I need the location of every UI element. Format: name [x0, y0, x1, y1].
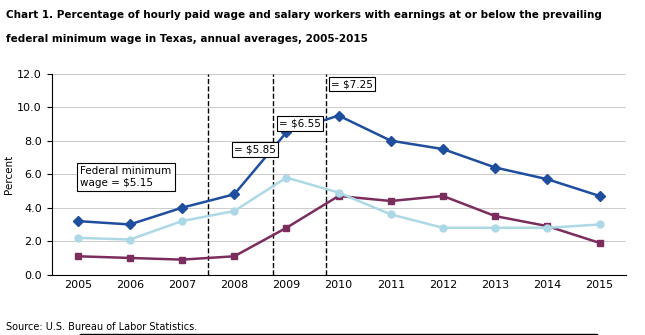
Below minimum wage	[178, 219, 186, 223]
Below minimum wage	[491, 226, 499, 230]
At minimum wage	[230, 254, 238, 258]
Below minimum wage	[335, 191, 342, 195]
At minimum wage	[596, 241, 604, 245]
At or below minimum wage	[544, 177, 551, 181]
At or below minimum wage	[596, 194, 604, 198]
At minimum wage	[283, 226, 290, 230]
At minimum wage	[178, 258, 186, 262]
At minimum wage	[439, 194, 447, 198]
Legend: At or below minimum wage, At minimum wage, Below minimum wage: At or below minimum wage, At minimum wag…	[79, 334, 599, 335]
At minimum wage	[126, 256, 134, 260]
Text: = $6.55: = $6.55	[279, 119, 321, 128]
Text: = $5.85: = $5.85	[234, 144, 276, 154]
At or below minimum wage	[74, 219, 81, 223]
Line: At or below minimum wage: At or below minimum wage	[74, 112, 603, 228]
At minimum wage	[544, 224, 551, 228]
At minimum wage	[74, 254, 81, 258]
Below minimum wage	[230, 209, 238, 213]
At minimum wage	[387, 199, 395, 203]
Below minimum wage	[283, 176, 290, 180]
Y-axis label: Percent: Percent	[5, 154, 14, 194]
Text: = $7.25: = $7.25	[331, 79, 373, 89]
Below minimum wage	[544, 226, 551, 230]
At or below minimum wage	[439, 147, 447, 151]
At or below minimum wage	[387, 139, 395, 143]
At minimum wage	[335, 194, 342, 198]
Below minimum wage	[387, 212, 395, 216]
Text: Federal minimum
wage = $5.15: Federal minimum wage = $5.15	[80, 166, 172, 188]
Below minimum wage	[439, 226, 447, 230]
Line: At minimum wage: At minimum wage	[74, 193, 603, 263]
At or below minimum wage	[230, 192, 238, 196]
At or below minimum wage	[126, 222, 134, 226]
At or below minimum wage	[491, 165, 499, 170]
At minimum wage	[491, 214, 499, 218]
At or below minimum wage	[335, 114, 342, 118]
At or below minimum wage	[283, 130, 290, 134]
Text: federal minimum wage in Texas, annual averages, 2005-2015: federal minimum wage in Texas, annual av…	[6, 34, 368, 44]
Line: Below minimum wage: Below minimum wage	[74, 174, 603, 243]
Below minimum wage	[126, 238, 134, 242]
Below minimum wage	[74, 236, 81, 240]
Text: Source: U.S. Bureau of Labor Statistics.: Source: U.S. Bureau of Labor Statistics.	[6, 322, 198, 332]
Text: Chart 1. Percentage of hourly paid wage and salary workers with earnings at or b: Chart 1. Percentage of hourly paid wage …	[6, 10, 602, 20]
At or below minimum wage	[178, 206, 186, 210]
Below minimum wage	[596, 222, 604, 226]
